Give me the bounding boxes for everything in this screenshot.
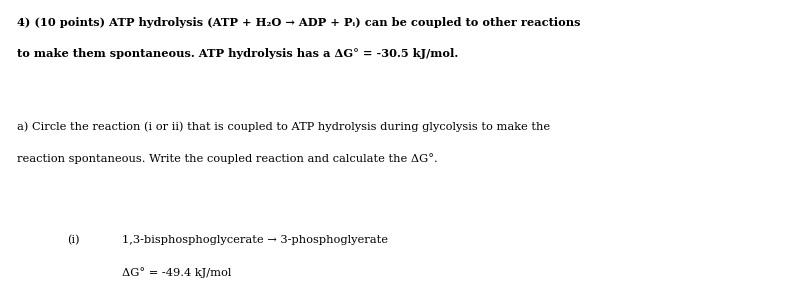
Text: to make them spontaneous. ATP hydrolysis has a ΔG° = -30.5 kJ/mol.: to make them spontaneous. ATP hydrolysis… <box>18 48 459 59</box>
Text: a) Circle the reaction (i or ii) that is coupled to ATP hydrolysis during glycol: a) Circle the reaction (i or ii) that is… <box>18 121 551 132</box>
Text: 1,3-bisphosphoglycerate → 3-phosphoglyerate: 1,3-bisphosphoglycerate → 3-phosphoglyer… <box>121 235 388 245</box>
Text: 4) (10 points) ATP hydrolysis (ATP + H₂O → ADP + Pᵢ) can be coupled to other rea: 4) (10 points) ATP hydrolysis (ATP + H₂O… <box>18 17 581 28</box>
Text: reaction spontaneous. Write the coupled reaction and calculate the ΔG°.: reaction spontaneous. Write the coupled … <box>18 153 438 164</box>
Text: (i): (i) <box>66 235 79 246</box>
Text: ΔG° = -49.4 kJ/mol: ΔG° = -49.4 kJ/mol <box>121 267 231 278</box>
